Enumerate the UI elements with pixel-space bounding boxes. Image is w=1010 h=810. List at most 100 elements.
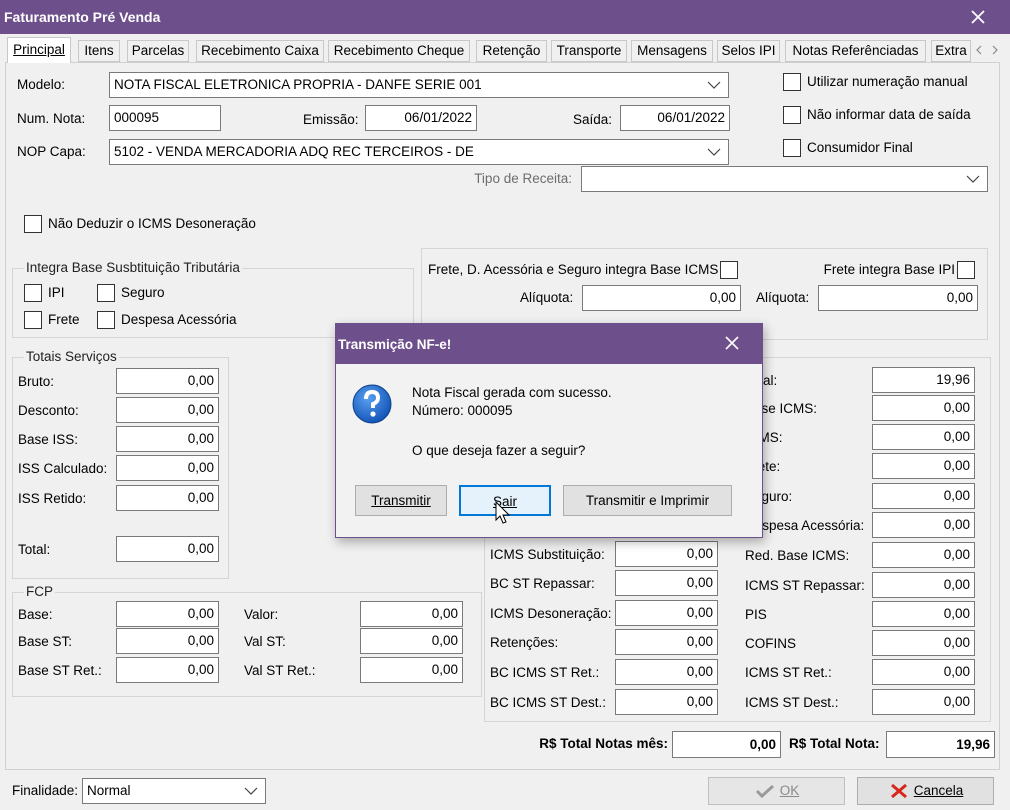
checkbox[interactable] xyxy=(783,139,801,157)
text-field[interactable]: 0,00 xyxy=(872,601,975,627)
button[interactable]: OK xyxy=(708,777,845,805)
tab[interactable]: Recebimento Caixa xyxy=(196,40,324,62)
text-field[interactable]: 0,00 xyxy=(872,572,975,598)
text-field[interactable]: 0,00 xyxy=(615,629,718,655)
combo-box[interactable]: 5102 - VENDA MERCADORIA ADQ REC TERCEIRO… xyxy=(109,139,729,165)
text-field[interactable]: 0,00 xyxy=(872,630,975,656)
tab[interactable]: Recebimento Cheque xyxy=(328,40,470,62)
label: Não Deduzir o ICMS Desoneração xyxy=(48,216,256,231)
label: Utilizar numeração manual xyxy=(807,74,968,89)
dialog-title-bar xyxy=(336,324,762,364)
button[interactable]: Cancela xyxy=(857,777,994,805)
text-field[interactable]: 0,00 xyxy=(116,628,219,654)
label: Base ICMS: xyxy=(745,401,818,416)
question-icon xyxy=(351,383,393,425)
text-field[interactable]: 0,00 xyxy=(872,659,975,685)
text-field[interactable]: 0,00 xyxy=(615,689,718,715)
label: BC ICMS ST Dest.: xyxy=(490,695,607,710)
label: Frete integra Base IPI xyxy=(823,262,955,277)
checkbox[interactable] xyxy=(24,284,42,302)
text-field[interactable]: 0,00 xyxy=(116,368,219,394)
label: NOP Capa: xyxy=(17,144,86,159)
text-field[interactable]: 0,00 xyxy=(872,424,975,450)
text-field[interactable]: 0,00 xyxy=(116,485,219,511)
checkbox[interactable] xyxy=(24,311,42,329)
text-field[interactable]: 0,00 xyxy=(615,570,718,596)
label: Base ST Ret.: xyxy=(18,663,102,678)
button[interactable]: Transmitir xyxy=(355,485,447,516)
tab[interactable]: Transporte xyxy=(551,40,627,62)
combo-box[interactable] xyxy=(581,166,988,192)
text-field[interactable]: 19,96 xyxy=(886,731,995,758)
label: Não informar data de saída xyxy=(807,107,971,122)
label: IPI xyxy=(48,285,65,300)
close-button[interactable] xyxy=(960,4,996,30)
tab[interactable]: Notas Referênciadas xyxy=(785,40,926,62)
text-field[interactable]: 0,00 xyxy=(872,512,975,538)
text-field[interactable]: 0,00 xyxy=(615,659,718,685)
checkbox[interactable] xyxy=(783,106,801,124)
checkbox[interactable] xyxy=(957,261,975,279)
tab[interactable]: Principal xyxy=(7,37,71,63)
tab[interactable]: Parcelas xyxy=(127,40,189,62)
checkbox[interactable] xyxy=(24,215,42,233)
combo-value: 5102 - VENDA MERCADORIA ADQ REC TERCEIRO… xyxy=(114,144,474,159)
text-field[interactable]: 0,00 xyxy=(615,600,718,626)
label: ICMS ST Repassar: xyxy=(745,578,865,593)
button-label: Cancela xyxy=(913,783,964,798)
text-field[interactable]: 0,00 xyxy=(872,453,975,479)
tab[interactable]: Retenção xyxy=(476,40,547,62)
text-field[interactable]: 0,00 xyxy=(360,628,463,654)
chevron xyxy=(704,140,724,164)
group-box xyxy=(12,357,229,579)
text-field[interactable]: 0,00 xyxy=(116,455,219,481)
text-field[interactable]: 0,00 xyxy=(672,731,781,758)
label: Integra Base Susbtituição Tributária xyxy=(24,260,242,276)
checkbox[interactable] xyxy=(783,73,801,91)
tab[interactable]: Itens xyxy=(78,40,120,62)
combo-box[interactable]: Normal xyxy=(82,778,266,804)
label: Seguro xyxy=(121,285,165,300)
button[interactable]: Transmitir e Imprimir xyxy=(563,485,732,516)
text-field[interactable]: 0,00 xyxy=(116,426,219,452)
label: BC ICMS ST Ret.: xyxy=(490,665,600,680)
tab[interactable]: Extra xyxy=(931,40,971,62)
combo-box[interactable]: NOTA FISCAL ELETRONICA PROPRIA - DANFE S… xyxy=(109,72,729,98)
checkbox[interactable] xyxy=(720,261,738,279)
text-field[interactable]: 0,00 xyxy=(116,657,219,683)
label: ISS Calculado: xyxy=(18,461,108,476)
text-field[interactable]: 0,00 xyxy=(360,601,463,627)
dialog-close[interactable] xyxy=(716,330,748,356)
text-field[interactable]: 0,00 xyxy=(872,395,975,421)
text-field[interactable]: 06/01/2022 xyxy=(365,105,477,131)
text-field[interactable]: 0,00 xyxy=(116,601,219,627)
text-field[interactable]: 0,00 xyxy=(872,689,975,715)
text-field[interactable]: 0,00 xyxy=(582,285,741,311)
tab[interactable]: Mensagens xyxy=(631,40,713,62)
text-field[interactable]: 0,00 xyxy=(818,285,978,311)
text-field[interactable]: 0,00 xyxy=(360,657,463,683)
label: FCP xyxy=(24,584,55,600)
text-field[interactable]: 000095 xyxy=(109,105,221,131)
text-field[interactable]: 0,00 xyxy=(116,536,219,562)
tab[interactable]: Selos IPI xyxy=(717,40,780,62)
text-field[interactable]: 0,00 xyxy=(872,483,975,509)
text-field[interactable]: 0,00 xyxy=(872,542,975,568)
text-field[interactable]: 19,96 xyxy=(872,367,975,393)
label: Red. Base ICMS: xyxy=(745,548,850,563)
label: ISS Retido: xyxy=(18,491,87,506)
tab-scroll[interactable] xyxy=(972,40,1002,60)
label: O que deseja fazer a seguir? xyxy=(412,443,586,458)
combo-value: NOTA FISCAL ELETRONICA PROPRIA - DANFE S… xyxy=(114,77,482,92)
label: Faturamento Pré Venda xyxy=(4,9,161,25)
chevron xyxy=(704,73,724,97)
text-field[interactable]: 0,00 xyxy=(116,397,219,423)
label: Emissão: xyxy=(303,112,359,127)
checkbox[interactable] xyxy=(97,284,115,302)
label: Val ST Ret.: xyxy=(244,663,316,678)
label: Totais Serviços xyxy=(24,349,119,365)
text-field[interactable]: 06/01/2022 xyxy=(620,105,730,131)
text-field[interactable]: 0,00 xyxy=(615,541,718,567)
checkbox[interactable] xyxy=(97,311,115,329)
